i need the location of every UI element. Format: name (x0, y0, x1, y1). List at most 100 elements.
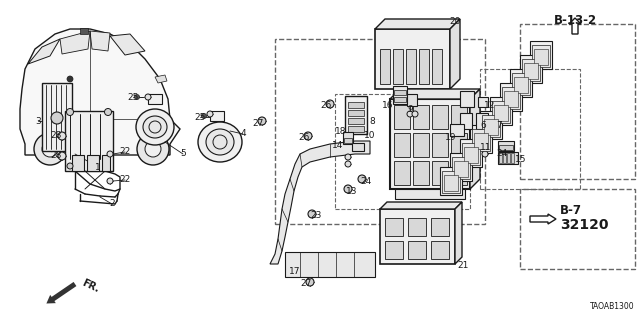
Bar (432, 133, 448, 157)
Polygon shape (390, 89, 480, 99)
Bar (394, 161, 410, 185)
Bar (72, 155, 84, 171)
Text: B-13-2: B-13-2 (554, 14, 596, 27)
Text: 10: 10 (364, 130, 376, 139)
Bar (431, 218, 449, 236)
Text: 12: 12 (484, 100, 496, 109)
Polygon shape (380, 202, 462, 209)
Text: FR.: FR. (80, 278, 100, 294)
Bar (275, 39, 485, 224)
Bar (148, 94, 162, 104)
Bar (380, 49, 390, 84)
Circle shape (482, 151, 488, 157)
Text: 27: 27 (252, 118, 264, 128)
Text: 22: 22 (120, 175, 131, 184)
Text: 27: 27 (300, 279, 312, 288)
Polygon shape (470, 89, 480, 189)
Bar (502, 87, 520, 109)
Bar (343, 132, 353, 144)
Text: 11: 11 (480, 143, 492, 152)
Bar (472, 129, 490, 151)
Bar (503, 153, 506, 163)
Circle shape (145, 141, 161, 157)
Polygon shape (155, 75, 167, 83)
Bar (394, 90, 406, 95)
Bar (335, 94, 470, 209)
Bar (432, 161, 448, 185)
Bar (450, 124, 464, 136)
Bar (470, 125, 492, 153)
Circle shape (58, 132, 66, 140)
Bar (530, 41, 552, 69)
Bar (460, 113, 472, 129)
Text: 17: 17 (289, 268, 301, 277)
Polygon shape (28, 39, 60, 64)
Polygon shape (395, 189, 465, 199)
Text: 4: 4 (240, 130, 246, 138)
Bar (500, 83, 522, 111)
Text: 13: 13 (346, 188, 358, 197)
Text: 28: 28 (51, 131, 61, 140)
Bar (482, 115, 500, 137)
Bar (494, 105, 508, 121)
Bar (385, 218, 403, 236)
Bar (65, 111, 113, 171)
Circle shape (104, 108, 111, 115)
Text: 8: 8 (369, 117, 375, 127)
Bar (431, 241, 449, 259)
Ellipse shape (143, 116, 167, 138)
Circle shape (407, 111, 413, 117)
Bar (80, 28, 88, 34)
Text: 22: 22 (120, 147, 131, 157)
Bar (87, 155, 99, 171)
Bar (484, 119, 498, 135)
Circle shape (67, 76, 73, 82)
Bar (498, 152, 518, 164)
Bar (451, 161, 467, 185)
Polygon shape (455, 202, 462, 264)
Text: 18: 18 (335, 127, 347, 136)
Bar (498, 141, 514, 151)
Bar (450, 153, 472, 181)
Bar (510, 69, 532, 97)
Bar (348, 126, 364, 132)
Text: 28: 28 (51, 152, 61, 160)
Circle shape (358, 175, 366, 183)
Circle shape (145, 94, 151, 100)
Circle shape (134, 94, 140, 100)
Bar (352, 143, 364, 151)
Circle shape (482, 141, 488, 147)
Bar (390, 99, 470, 189)
Bar (102, 155, 110, 171)
Text: 20: 20 (449, 17, 461, 26)
Circle shape (51, 112, 63, 124)
Bar (413, 105, 429, 129)
Circle shape (345, 154, 351, 160)
Bar (413, 161, 429, 185)
Bar (394, 105, 410, 129)
Circle shape (58, 152, 66, 160)
Bar (532, 45, 550, 67)
Text: 16: 16 (382, 101, 394, 110)
Bar (520, 189, 635, 269)
Bar (534, 49, 548, 65)
Circle shape (306, 278, 314, 286)
Bar (348, 118, 364, 124)
Text: TAOAB1300: TAOAB1300 (590, 302, 635, 311)
Text: 26: 26 (298, 132, 310, 142)
Bar (499, 145, 513, 150)
Bar (407, 94, 417, 106)
Bar (476, 113, 488, 129)
Text: 5: 5 (180, 150, 186, 159)
Bar (380, 209, 455, 264)
Polygon shape (375, 19, 460, 29)
Bar (460, 91, 474, 107)
Text: B-7: B-7 (560, 204, 582, 218)
Bar (474, 133, 488, 149)
Circle shape (42, 141, 58, 157)
Text: 14: 14 (332, 142, 344, 151)
Text: 7: 7 (496, 121, 502, 130)
Text: 19: 19 (445, 132, 457, 142)
Bar (408, 218, 426, 236)
Bar (480, 69, 580, 189)
